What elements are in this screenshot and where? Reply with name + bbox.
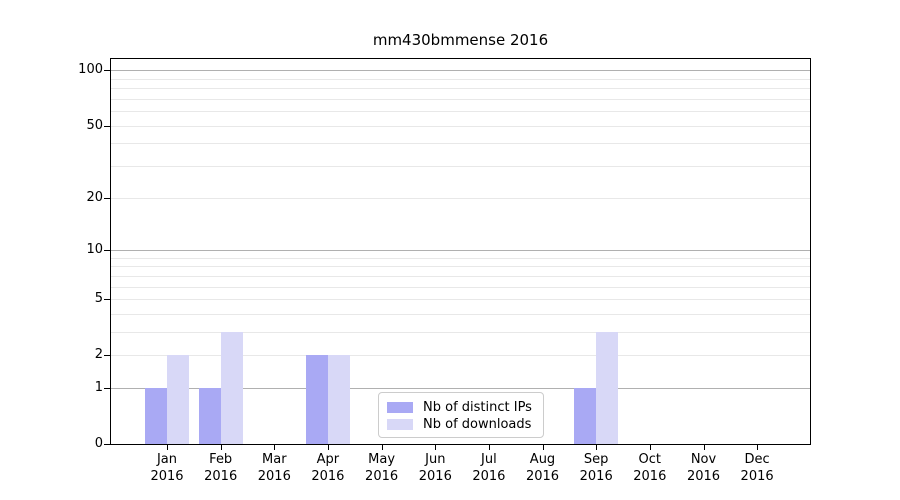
gridline-minor	[111, 275, 810, 277]
gridline-major	[111, 70, 810, 72]
x-tick-mark	[167, 444, 168, 450]
y-tick-label: 10	[86, 241, 103, 257]
x-tick-label: Jun 2016	[418, 452, 452, 484]
gridline-minor	[111, 111, 810, 113]
gridline-minor	[111, 313, 810, 315]
x-tick-label: Nov 2016	[686, 452, 721, 484]
x-tick-mark	[703, 444, 705, 450]
bar-downloads	[327, 355, 350, 444]
x-tick-label: Mar 2016	[257, 452, 291, 484]
bar-distinct-ips	[574, 387, 597, 444]
y-tick-label: 50	[86, 117, 103, 133]
bar-downloads	[167, 355, 189, 444]
gridline-minor	[111, 286, 810, 288]
x-tick-label: Dec 2016	[740, 452, 774, 484]
bar-distinct-ips	[145, 387, 167, 444]
gridline-minor	[111, 88, 810, 90]
gridline-major	[111, 249, 810, 251]
y-tick-mark	[104, 387, 110, 389]
x-tick-label: May 2016	[365, 452, 399, 484]
x-tick-label: Feb 2016	[204, 452, 238, 484]
x-tick-label: Aug 2016	[525, 452, 560, 484]
legend-label-distinct-ips: Nb of distinct IPs	[423, 399, 532, 415]
gridline-minor	[111, 355, 810, 357]
x-tick-label: Sep 2016	[579, 452, 613, 484]
y-tick-label: 20	[86, 189, 103, 205]
y-tick-label: 0	[94, 436, 103, 451]
legend: Nb of distinct IPs Nb of downloads	[378, 392, 544, 438]
legend-row-downloads: Nb of downloads	[387, 416, 543, 433]
gridline-minor	[111, 78, 810, 80]
gridline-minor	[111, 143, 810, 145]
y-tick-mark	[104, 299, 110, 300]
y-tick-mark	[104, 249, 110, 251]
y-tick-label: 2	[94, 347, 103, 363]
bar-distinct-ips	[305, 355, 328, 444]
gridline-major	[111, 387, 810, 389]
x-tick-mark	[542, 444, 544, 450]
chart-title: mm430bmmense 2016	[372, 31, 549, 49]
y-tick-mark	[104, 355, 110, 357]
bar-downloads	[220, 331, 243, 444]
x-tick-mark	[435, 444, 437, 450]
x-tick-label: Jan 2016	[150, 452, 184, 484]
gridline-minor	[111, 257, 810, 259]
y-tick-mark	[104, 444, 110, 445]
gridline-minor	[111, 98, 810, 100]
gridline-minor	[111, 266, 810, 268]
x-tick-mark	[596, 444, 598, 450]
x-tick-label: Apr 2016	[311, 452, 345, 484]
gridline-minor	[111, 299, 810, 300]
x-tick-mark	[757, 444, 759, 450]
x-tick-mark	[220, 444, 222, 450]
x-tick-mark	[488, 444, 490, 450]
y-tick-mark	[104, 125, 110, 127]
gridline-minor	[111, 197, 810, 199]
x-tick-mark	[649, 444, 651, 450]
gridline-minor	[111, 331, 810, 333]
gridline-minor	[111, 166, 810, 167]
y-tick-mark	[104, 197, 110, 199]
x-tick-label: Oct 2016	[633, 452, 667, 484]
gridline-minor	[111, 125, 810, 127]
legend-swatch-distinct-ips	[387, 402, 413, 413]
legend-label-downloads: Nb of downloads	[423, 416, 532, 432]
y-tick-label: 1	[94, 379, 103, 395]
y-tick-label: 100	[78, 62, 103, 78]
bar-distinct-ips	[198, 387, 221, 444]
plot-area	[110, 58, 811, 445]
x-tick-mark	[327, 444, 329, 450]
x-tick-mark	[274, 444, 276, 450]
y-tick-label: 5	[94, 291, 103, 306]
y-tick-mark	[104, 70, 110, 72]
legend-swatch-downloads	[387, 419, 413, 430]
legend-row-distinct-ips: Nb of distinct IPs	[387, 399, 543, 416]
x-tick-label: Jul 2016	[472, 452, 506, 484]
bar-downloads	[596, 331, 619, 444]
x-tick-mark	[381, 444, 383, 450]
